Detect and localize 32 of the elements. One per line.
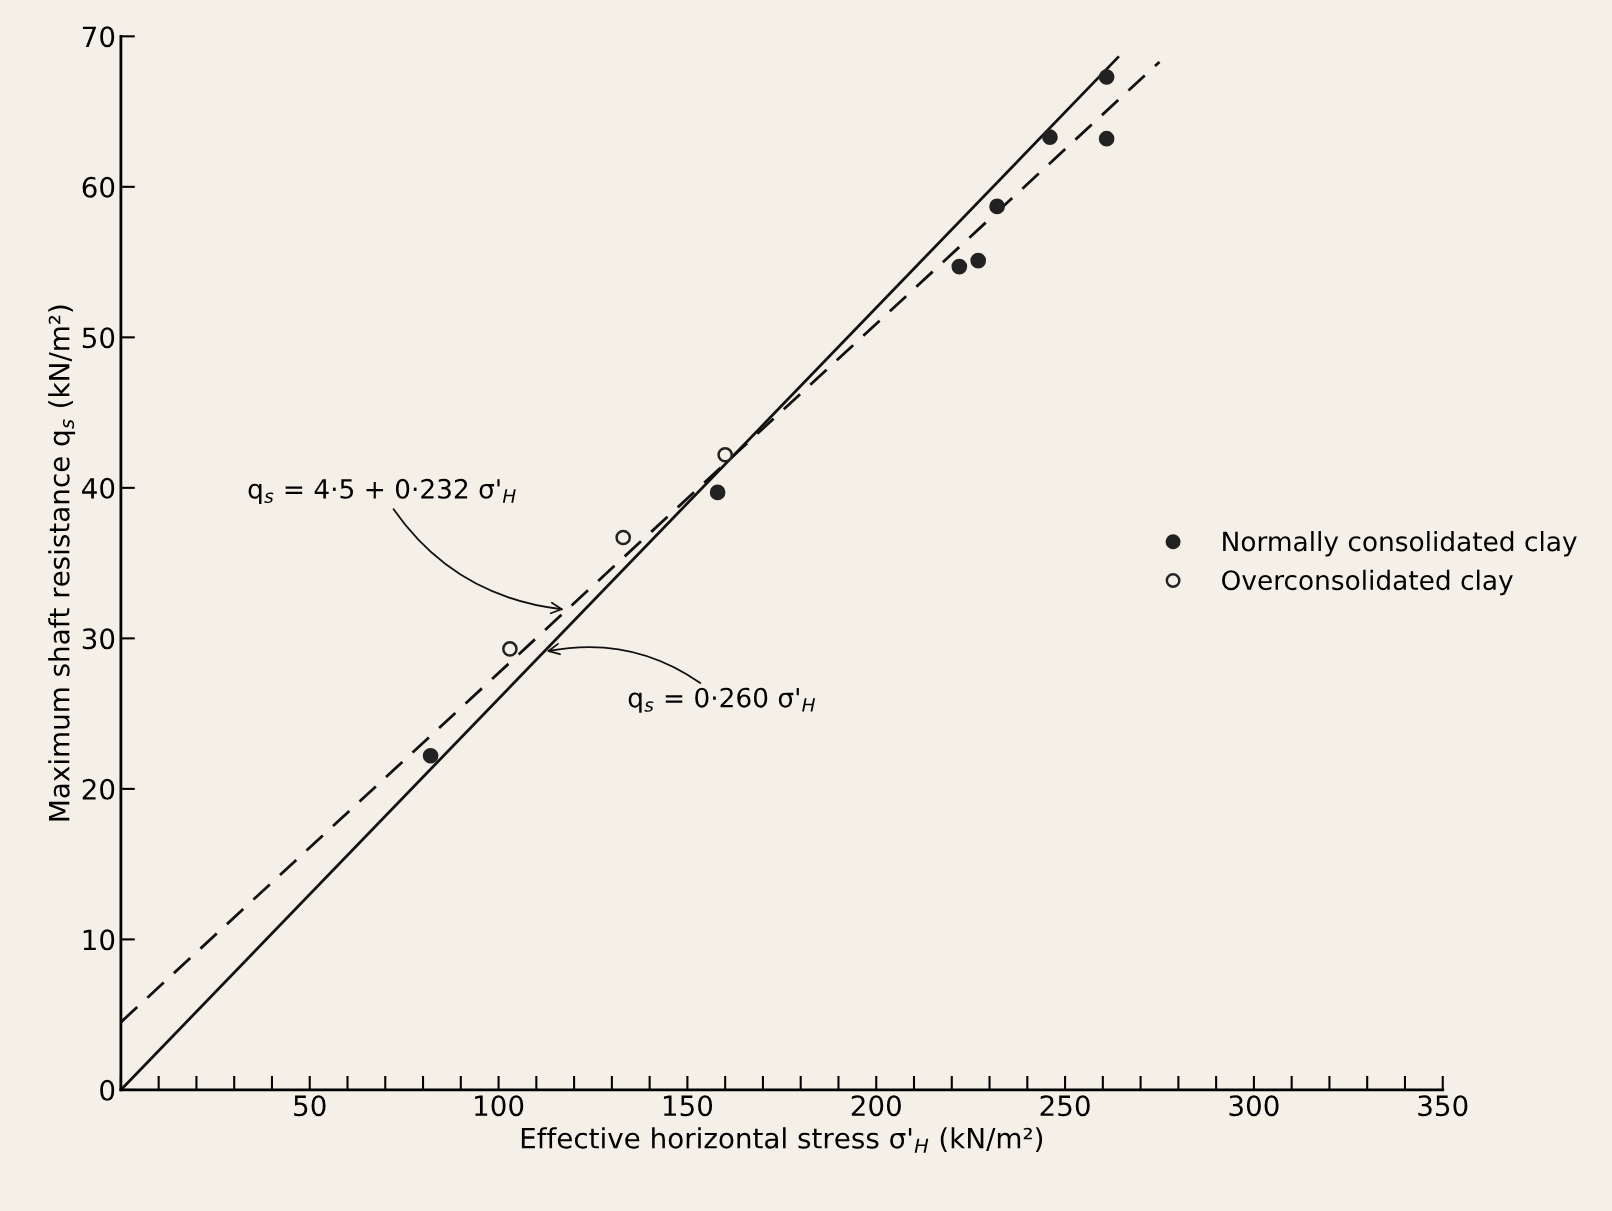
point bbox=[1098, 130, 1115, 147]
y-tick-label: 40 bbox=[82, 477, 115, 499]
y-axis-title: Maximum shaft resistance q$_{s}$ (kN/m²) bbox=[48, 305, 76, 821]
x-tick-label: 150 bbox=[663, 1095, 713, 1117]
x-tick-label: 250 bbox=[1040, 1095, 1090, 1117]
y-tick-label: 0 bbox=[100, 1079, 115, 1101]
x-tick-label: 50 bbox=[294, 1095, 326, 1117]
point bbox=[1042, 129, 1058, 146]
point bbox=[989, 198, 1005, 215]
annotation: q$_{s}$ = 0·260 σ'$_{H}$ bbox=[628, 687, 816, 713]
y-tick-label: 60 bbox=[82, 176, 115, 198]
point bbox=[709, 484, 726, 501]
point bbox=[422, 747, 439, 764]
annotation: q$_{s}$ = 4·5 + 0·232 σ'$_{H}$ bbox=[248, 478, 516, 504]
point bbox=[1098, 69, 1115, 85]
x-tick-label: 200 bbox=[851, 1095, 901, 1117]
y-tick-label: 10 bbox=[83, 929, 115, 951]
x-tick-label: 300 bbox=[1229, 1095, 1279, 1117]
point bbox=[951, 258, 968, 275]
y-tick-label: 20 bbox=[82, 778, 115, 800]
y-tick-label: 50 bbox=[82, 327, 115, 349]
legend-label: Normally consolidated clay bbox=[1223, 530, 1577, 557]
point bbox=[615, 529, 632, 546]
point bbox=[970, 252, 987, 269]
x-axis-title: Effective horizontal stress σ'$_{H}$ (kN/m²) bbox=[521, 1127, 1043, 1153]
y-tick-label: 30 bbox=[82, 628, 115, 650]
x-tick-label: 350 bbox=[1418, 1095, 1468, 1117]
point bbox=[717, 446, 734, 463]
x-tick-label: 100 bbox=[475, 1095, 524, 1117]
y-tick-label: 70 bbox=[82, 26, 115, 48]
point bbox=[502, 641, 518, 657]
legend-label: Overconsolidated clay bbox=[1222, 569, 1513, 596]
